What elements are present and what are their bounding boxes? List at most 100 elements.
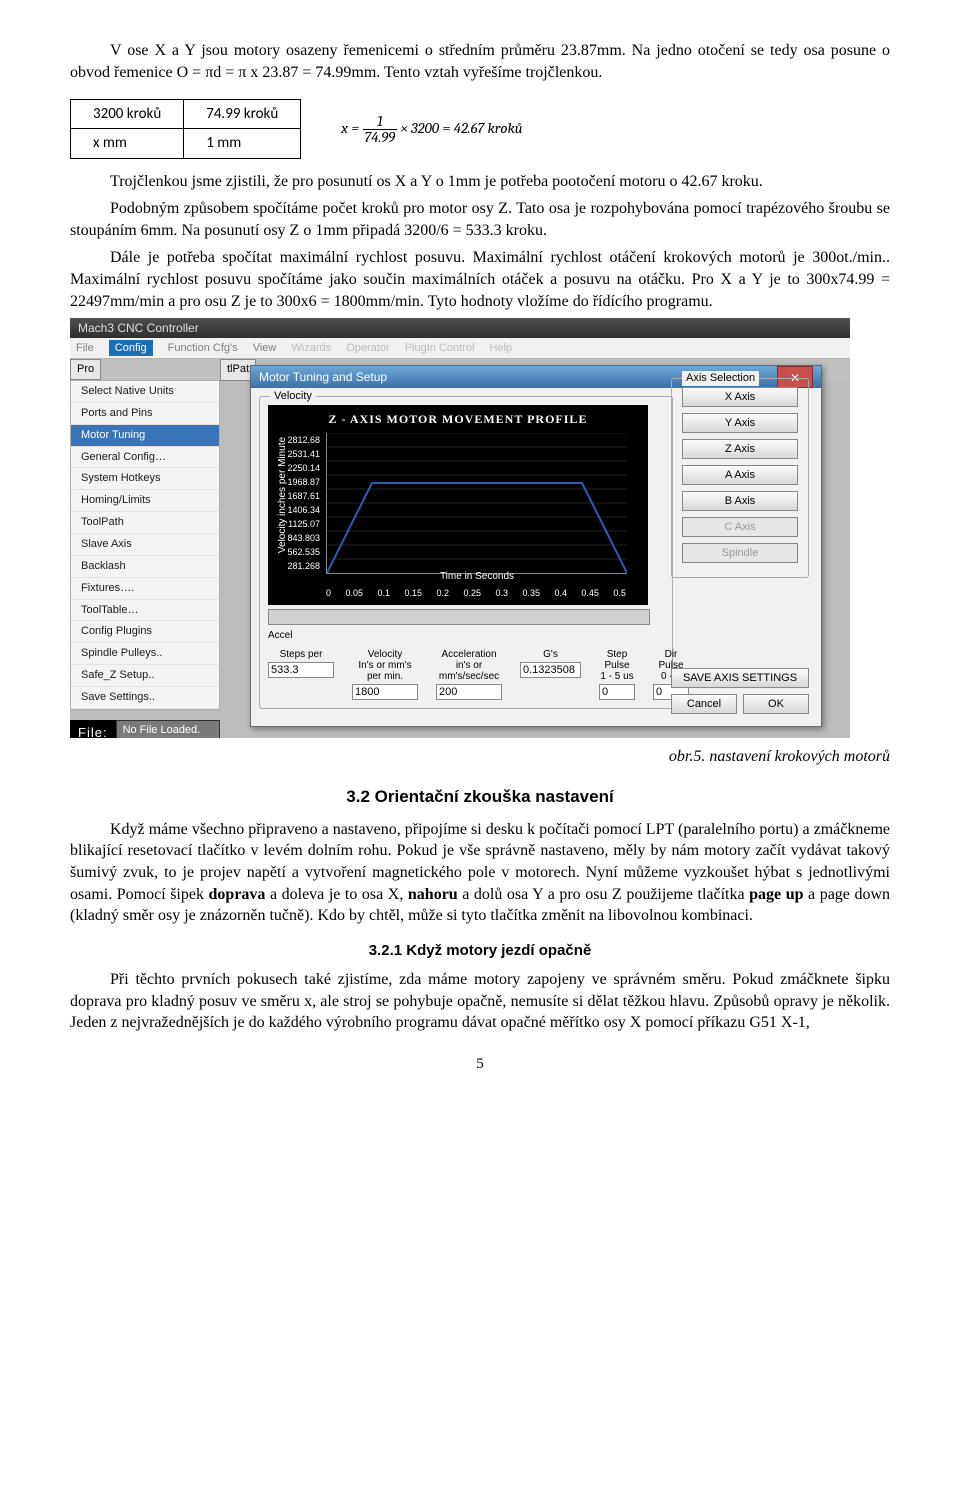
bold: page up [749, 886, 803, 903]
step-pulse-input[interactable] [599, 684, 635, 700]
menu-item[interactable]: Help [489, 342, 512, 354]
app-menubar: File Config Function Cfg's View Wizards … [70, 338, 850, 359]
ytick: 1968.87 [282, 475, 320, 489]
menu-option[interactable]: Safe_Z Setup.. [71, 665, 219, 687]
ytick: 2812.68 [282, 433, 320, 447]
formula: x = 174.99 × 3200 = 42.67 kroků [341, 114, 522, 145]
menu-option[interactable]: Fixtures…. [71, 578, 219, 600]
cancel-button[interactable]: Cancel [671, 694, 737, 714]
xtick: 0.3 [495, 587, 508, 599]
paragraph-6: Při těchto prvních pokusech také zjistím… [70, 969, 890, 1034]
menu-item[interactable]: Operator [346, 342, 389, 354]
chart-xticks: 0 0.05 0.1 0.15 0.2 0.25 0.3 0.35 0.4 [326, 587, 626, 599]
xtick: 0.45 [581, 587, 599, 599]
xtick: 0.4 [554, 587, 567, 599]
figure-caption: obr.5. nastavení krokových motorů [70, 746, 890, 768]
menu-option[interactable]: Homing/Limits [71, 490, 219, 512]
ytick: 281.268 [282, 559, 320, 573]
b-axis-button[interactable]: B Axis [682, 491, 798, 511]
menu-item[interactable]: View [253, 342, 277, 354]
menu-item[interactable]: File [76, 342, 94, 354]
chart-yticks: 2812.68 2531.41 2250.14 1968.87 1687.61 … [282, 433, 320, 573]
axis-selection: Axis Selection X Axis Y Axis Z Axis A Ax… [671, 378, 809, 578]
menu-option[interactable]: ToolPath [71, 512, 219, 534]
subsection-heading: 3.2.1 Když motory jezdí opačně [70, 941, 890, 961]
menu-item[interactable]: Function Cfg's [168, 342, 238, 354]
steps-per-input[interactable] [268, 662, 334, 678]
param-row: Steps per VelocityIn's or mm's per min. … [268, 649, 664, 700]
param-label: Accelerationin's or mm's/sec/sec [436, 649, 502, 682]
app-titlebar: Mach3 CNC Controller [70, 318, 850, 338]
dialog-title: Motor Tuning and Setup [259, 366, 387, 388]
velocity-legend: Velocity [270, 389, 316, 404]
cell: 1 mm [184, 129, 301, 158]
paragraph-4: Dále je potřeba spočítat maximální rychl… [70, 247, 890, 312]
menu-option[interactable]: System Hotkeys [71, 468, 219, 490]
param-label: Step Pulse1 - 5 us [599, 649, 635, 682]
menu-option[interactable]: Select Native Units [71, 381, 219, 403]
menu-option[interactable]: Save Settings.. [71, 687, 219, 709]
calc-row: 3200 kroků 74.99 kroků x mm 1 mm x = 174… [70, 89, 890, 171]
z-axis-button[interactable]: Z Axis [682, 439, 798, 459]
cell: x mm [71, 129, 184, 158]
a-axis-button[interactable]: A Axis [682, 465, 798, 485]
xtick: 0.25 [463, 587, 481, 599]
file-value: No File Loaded. [116, 720, 220, 738]
tabstrip: Pro [70, 359, 220, 380]
velocity-slider[interactable] [268, 609, 650, 625]
velocity-input[interactable] [352, 684, 418, 700]
menu-item[interactable]: PlugIn Control [405, 342, 475, 354]
ytick: 843.803 [282, 531, 320, 545]
chart-svg [327, 433, 627, 573]
menu-option[interactable]: ToolTable… [71, 600, 219, 622]
menu-option[interactable]: Slave Axis [71, 534, 219, 556]
table-row: x mm 1 mm [71, 129, 301, 158]
xtick: 0.1 [377, 587, 390, 599]
menu-option[interactable]: General Config… [71, 447, 219, 469]
xtick: 0.2 [436, 587, 449, 599]
page-number: 5 [70, 1054, 890, 1074]
xtick: 0.15 [404, 587, 422, 599]
right-column: tlPat Motor Tuning and Setup ✕ Velocity … [220, 359, 850, 738]
xtick: 0.35 [522, 587, 540, 599]
menu-item[interactable]: Wizards [291, 342, 331, 354]
paragraph-1: V ose X a Y jsou motory osazeny řemenice… [70, 40, 890, 83]
table-row: 3200 kroků 74.99 kroků [71, 100, 301, 129]
menu-option[interactable]: Config Plugins [71, 621, 219, 643]
ytick: 1687.61 [282, 489, 320, 503]
file-label: File: [70, 720, 116, 739]
param-label: G's [543, 649, 558, 660]
left-column: Pro Select Native Units Ports and Pins M… [70, 359, 220, 738]
menu-option-motor-tuning[interactable]: Motor Tuning [71, 425, 219, 447]
tab[interactable]: Pro [70, 359, 101, 380]
acceleration-input[interactable] [436, 684, 502, 700]
bold: doprava [209, 886, 266, 903]
cell: 74.99 kroků [184, 100, 301, 129]
ytick: 2250.14 [282, 461, 320, 475]
ok-button[interactable]: OK [743, 694, 809, 714]
calc-table: 3200 kroků 74.99 kroků x mm 1 mm [70, 99, 301, 159]
menu-option[interactable]: Ports and Pins [71, 403, 219, 425]
dialog-bottom-buttons: SAVE AXIS SETTINGS Cancel OK [671, 668, 809, 714]
paragraph-3: Podobným způsobem spočítáme počet kroků … [70, 198, 890, 241]
ytick: 2531.41 [282, 447, 320, 461]
ytick: 562.535 [282, 545, 320, 559]
menu-option[interactable]: Spindle Pulleys.. [71, 643, 219, 665]
text: a doleva je to osa X, [265, 886, 407, 903]
param-label: VelocityIn's or mm's per min. [352, 649, 418, 682]
bold: nahoru [408, 886, 458, 903]
menu-option[interactable]: Backlash [71, 556, 219, 578]
menu-item-config[interactable]: Config [109, 340, 153, 356]
x-axis-button[interactable]: X Axis [682, 387, 798, 407]
mach3-screenshot: Mach3 CNC Controller File Config Functio… [70, 318, 850, 738]
chart-title: Z - AXIS MOTOR MOVEMENT PROFILE [268, 405, 648, 427]
xtick: 0.5 [613, 587, 626, 599]
motor-profile-chart: Z - AXIS MOTOR MOVEMENT PROFILE Velocity… [268, 405, 648, 605]
save-axis-button[interactable]: SAVE AXIS SETTINGS [671, 668, 809, 688]
gs-input[interactable] [520, 662, 581, 678]
cell: 3200 kroků [71, 100, 184, 129]
paragraph-5: Když máme všechno připraveno a nastaveno… [70, 819, 890, 927]
accel-label: Accel [268, 629, 664, 643]
spindle-button: Spindle [682, 543, 798, 563]
y-axis-button[interactable]: Y Axis [682, 413, 798, 433]
